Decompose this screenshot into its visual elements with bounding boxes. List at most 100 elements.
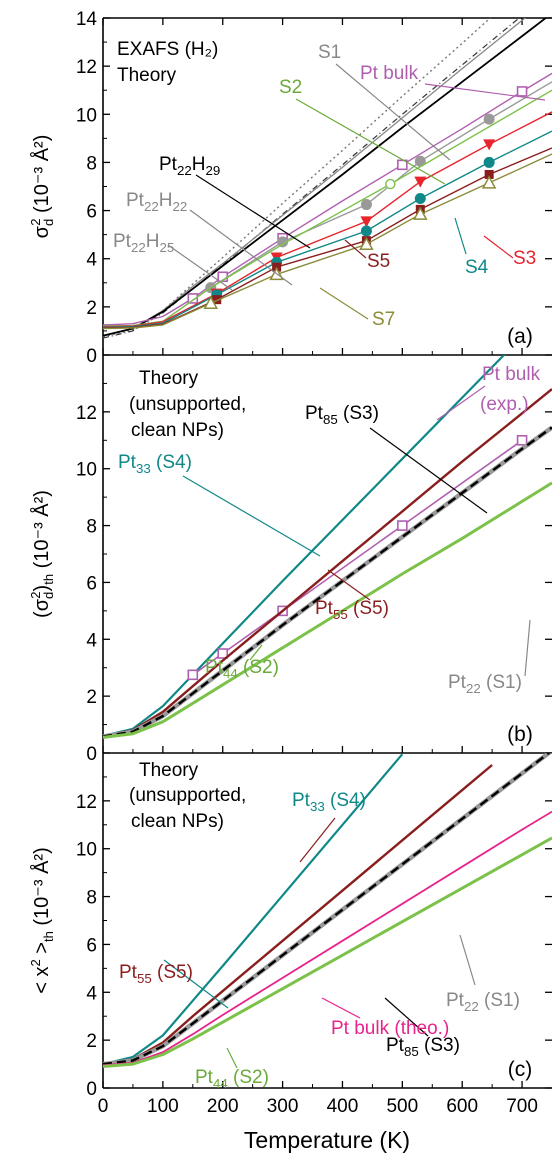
series-label: Pt22 (S1) bbox=[448, 672, 522, 696]
leader-line bbox=[436, 385, 486, 421]
series-label: Pt44 (S2) bbox=[205, 657, 279, 681]
series-label-sub1: 44 bbox=[213, 1076, 228, 1091]
series-label: Pt33 (S4) bbox=[292, 790, 366, 814]
x-tick-label: 0 bbox=[98, 1096, 109, 1117]
data-point-s1 bbox=[360, 199, 372, 211]
x-tick-label: 100 bbox=[147, 1096, 179, 1117]
leader-line bbox=[454, 217, 467, 255]
y-tick-label: 6 bbox=[86, 935, 97, 956]
series-line-ptbulk bbox=[192, 439, 523, 676]
series-label-base: Pt bbox=[305, 403, 324, 424]
series-line-pt22h29 bbox=[103, 18, 548, 337]
y-label-sup: 2 bbox=[28, 219, 43, 226]
data-point-s7 bbox=[413, 206, 428, 220]
panel-label: (a) bbox=[507, 325, 533, 348]
leader-line bbox=[295, 98, 446, 185]
leader-line bbox=[249, 644, 263, 661]
x-tick-label: 700 bbox=[506, 1096, 538, 1117]
y-tick-label: 8 bbox=[86, 517, 97, 538]
y-label-sup: 2 bbox=[28, 591, 43, 598]
y-tick-label: 12 bbox=[76, 57, 97, 78]
data-point-s3 bbox=[483, 139, 496, 151]
leader-line bbox=[226, 1047, 238, 1069]
data-point-s3 bbox=[414, 176, 427, 188]
leader-line bbox=[195, 174, 311, 249]
data-point-s7 bbox=[359, 236, 374, 251]
y-tick-label: 4 bbox=[86, 630, 97, 651]
y-tick-label: 12 bbox=[76, 403, 97, 424]
annotation: (unsupported, bbox=[129, 394, 246, 415]
y-tick-label: 0 bbox=[86, 1079, 97, 1100]
series-label: Pt33 (S4) bbox=[118, 452, 192, 476]
data-point-ptbulk bbox=[516, 434, 528, 446]
series-label: Pt22H22 bbox=[126, 190, 187, 214]
series-label: Pt85 (S3) bbox=[386, 1035, 460, 1059]
series-label-base: Pt bbox=[195, 1067, 214, 1088]
series-line-pt85 bbox=[103, 753, 551, 1066]
y-tick-label: 0 bbox=[86, 744, 97, 765]
data-point-s7 bbox=[481, 175, 497, 189]
y-tick-label: 2 bbox=[86, 1031, 97, 1052]
series-label-sub1: 85 bbox=[404, 1044, 419, 1059]
series-label: (exp.) bbox=[480, 394, 529, 415]
series-label-tail: (S1) bbox=[481, 672, 522, 693]
y-tick-label: 10 bbox=[76, 460, 97, 481]
series-label: Pt22 (S1) bbox=[446, 990, 520, 1014]
series-label-base: Pt bbox=[205, 657, 224, 678]
series-label: Pt55 (S5) bbox=[315, 598, 389, 622]
series-label: Pt bulk (theo.) bbox=[331, 1018, 449, 1039]
series-label-tail: (S3) bbox=[338, 403, 379, 424]
series-label-sub1: 55 bbox=[137, 971, 152, 986]
series-label-base: Pt bbox=[159, 154, 178, 175]
series-label: Pt55 (S5) bbox=[119, 962, 193, 986]
y-label-unit: (10⁻³ Å²) bbox=[30, 135, 53, 219]
series-label: Pt bulk bbox=[360, 63, 419, 84]
y-axis-label: (σd2)th (10⁻³ Å²) bbox=[28, 490, 56, 618]
series-label-tail: (S4) bbox=[151, 452, 192, 473]
annotation: clean NPs) bbox=[131, 811, 224, 832]
y-label-paren: ) bbox=[31, 585, 53, 592]
y-label-sub: d bbox=[41, 592, 56, 599]
y-label-main: σ bbox=[31, 225, 53, 238]
series-label-sub1: 22 bbox=[144, 199, 159, 214]
data-point-ptbulk bbox=[187, 293, 199, 304]
leader-line bbox=[483, 235, 514, 259]
leader-line bbox=[319, 287, 369, 320]
series-label: S5 bbox=[367, 251, 390, 272]
y-label-post: > bbox=[31, 942, 53, 959]
data-point-s1 bbox=[414, 155, 426, 167]
series-group bbox=[103, 355, 552, 739]
series-label-sub2: 25 bbox=[159, 240, 174, 255]
series-label-base: Pt bbox=[386, 1035, 405, 1056]
y-label-sub: th bbox=[41, 574, 56, 585]
leader-line bbox=[384, 997, 429, 1037]
x-tick-label: 600 bbox=[446, 1096, 478, 1117]
series-line-ptbulk bbox=[103, 810, 552, 1067]
series-label-base: Pt bbox=[292, 790, 311, 811]
series-label-sub2: 22 bbox=[172, 199, 187, 214]
series-line-pt55 bbox=[103, 388, 552, 738]
x-tick-label: 400 bbox=[327, 1096, 359, 1117]
leader-line bbox=[369, 427, 488, 514]
y-tick-label: 4 bbox=[86, 250, 97, 271]
series-line-pt85 bbox=[103, 426, 552, 738]
annotation: (unsupported, bbox=[129, 785, 246, 806]
data-point-s5 bbox=[212, 295, 222, 305]
y-tick-label: 10 bbox=[76, 105, 97, 126]
y-label-unit: (10⁻³ Å²) bbox=[30, 847, 53, 931]
series-line-pt33 bbox=[103, 355, 506, 737]
data-point-s2 bbox=[385, 178, 396, 190]
panel-label: (c) bbox=[508, 1058, 533, 1081]
series-label-base: Pt bbox=[113, 231, 132, 252]
series-label: S7 bbox=[372, 309, 395, 330]
leader-line bbox=[459, 934, 476, 986]
series-label-tail: (S2) bbox=[228, 1067, 269, 1088]
y-label-unit: (10⁻³ Å²) bbox=[30, 490, 53, 574]
series-label-base: Pt bbox=[126, 190, 145, 211]
annotation: Theory bbox=[139, 368, 199, 389]
y-axis-label: σd2 (10⁻³ Å²) bbox=[28, 135, 56, 239]
